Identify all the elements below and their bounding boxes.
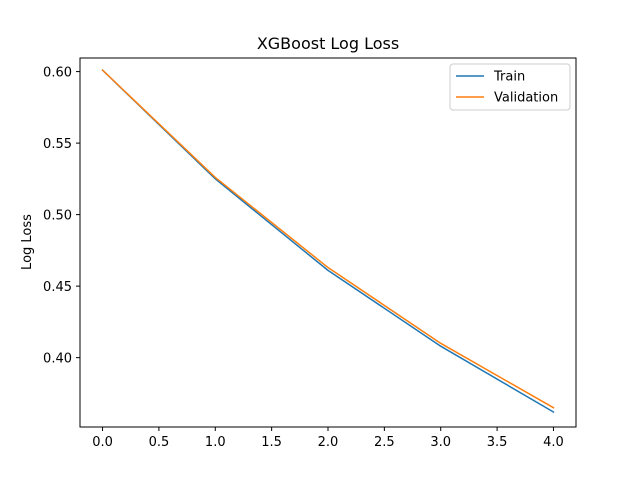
x-tick-label: 0.0 bbox=[92, 435, 113, 450]
x-tick-label: 3.5 bbox=[487, 435, 508, 450]
y-axis: 0.40 0.45 0.50 0.55 0.60 bbox=[43, 66, 80, 367]
y-tick-label: 0.55 bbox=[43, 137, 72, 152]
x-tick-label: 1.0 bbox=[205, 435, 226, 450]
legend-label-train: Train bbox=[493, 70, 525, 85]
plot-area bbox=[101, 69, 555, 414]
legend: Train Validation bbox=[449, 63, 571, 111]
x-tick-label: 4.0 bbox=[543, 435, 564, 450]
chart-title: XGBoost Log Loss bbox=[257, 34, 399, 53]
x-axis: 0.0 0.5 1.0 1.5 2.0 2.5 3.0 3.5 4.0 bbox=[92, 427, 564, 450]
legend-label-validation: Validation bbox=[494, 91, 558, 106]
x-tick-label: 2.0 bbox=[318, 435, 339, 450]
y-tick-label: 0.60 bbox=[43, 66, 72, 81]
y-tick-label: 0.50 bbox=[43, 209, 72, 224]
x-tick-label: 3.0 bbox=[430, 435, 451, 450]
y-axis-label: Log Loss bbox=[20, 214, 35, 270]
y-tick-label: 0.40 bbox=[43, 352, 72, 367]
x-tick-label: 1.5 bbox=[261, 435, 282, 450]
x-tick-label: 0.5 bbox=[149, 435, 170, 450]
x-tick-label: 2.5 bbox=[374, 435, 395, 450]
y-tick-label: 0.45 bbox=[43, 280, 72, 295]
